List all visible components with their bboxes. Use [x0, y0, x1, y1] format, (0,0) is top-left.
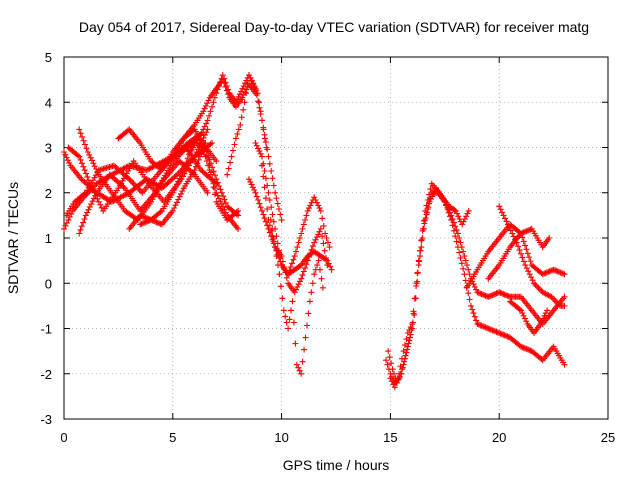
y-tick-label: -2 [40, 367, 52, 382]
y-axis-label: SDTVAR / TECUs [5, 182, 21, 294]
series-arc-19 [387, 180, 568, 391]
data-points [61, 72, 568, 391]
data-point-markers [507, 298, 551, 336]
data-point-markers [246, 176, 333, 278]
x-tick-label: 20 [492, 430, 506, 445]
data-point-markers [383, 185, 472, 386]
series-arc-21 [496, 203, 568, 309]
data-point-markers [485, 225, 553, 282]
y-tick-label: 2 [45, 186, 52, 201]
y-tick-label: 3 [45, 141, 52, 156]
series-arc-9 [137, 140, 242, 228]
series-arc-10 [158, 76, 259, 169]
series-arc-17 [383, 185, 472, 386]
y-tick-label: -1 [40, 322, 52, 337]
x-tick-label: 15 [383, 430, 397, 445]
y-tick-label: 5 [45, 50, 52, 65]
y-tick-label: 4 [45, 95, 52, 110]
chart-title: Day 054 of 2017, Sidereal Day-to-day VTE… [79, 19, 589, 35]
data-point-markers [267, 216, 326, 377]
data-point-markers [137, 140, 242, 228]
x-tick-label: 0 [60, 430, 67, 445]
y-tick-label: 1 [45, 231, 52, 246]
data-point-markers [387, 180, 568, 391]
series-arc-13 [246, 176, 333, 278]
y-tick-label: -3 [40, 412, 52, 427]
x-tick-label: 10 [274, 430, 288, 445]
x-tick-label: 5 [169, 430, 176, 445]
data-point-markers [463, 221, 568, 291]
data-point-markers [496, 203, 568, 309]
y-tick-label: 0 [45, 276, 52, 291]
series-arc-20 [463, 221, 568, 291]
series-arc-16 [267, 216, 326, 377]
series-arc-12 [224, 72, 270, 178]
data-point-markers [224, 72, 270, 178]
series-arc-23 [507, 298, 551, 336]
grid [64, 57, 608, 419]
x-tick-label: 25 [601, 430, 615, 445]
data-point-markers [158, 76, 259, 169]
axis-ticks: 0 5 10 15 20 25 -3 -2 -1 0 1 2 3 4 5 [40, 50, 615, 445]
x-axis-label: GPS time / hours [283, 457, 390, 473]
series-arc-22 [485, 225, 553, 282]
